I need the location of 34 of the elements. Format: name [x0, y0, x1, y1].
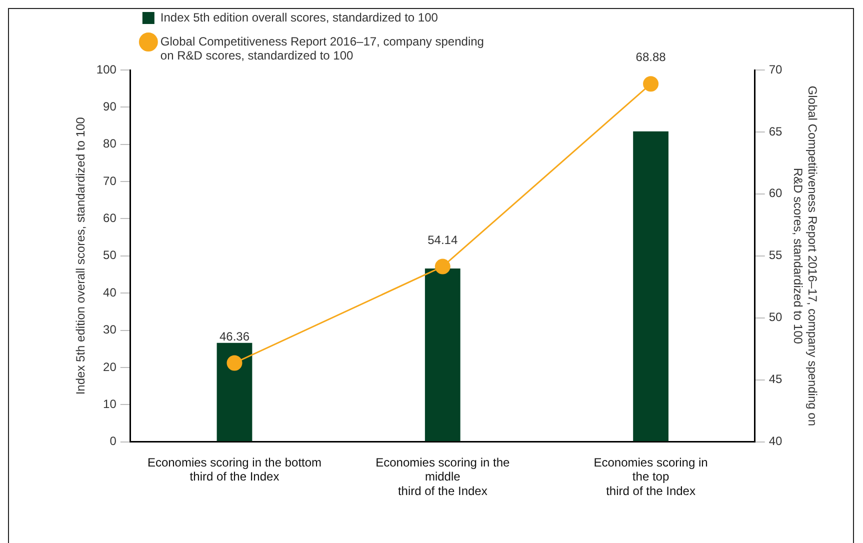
y2-tick-label: 65 [768, 124, 783, 138]
data-label: 46.36 [219, 329, 250, 344]
y2-axis-title: Global Competitiveness Report 2016–17, company spending on R&D scores, standardized to 100 [791, 86, 820, 426]
bar [633, 131, 668, 442]
y-tick-label: 40 [103, 285, 117, 300]
y-tick-label: 60 [103, 211, 117, 226]
bar [216, 342, 252, 442]
y-tick-label: 70 [103, 174, 117, 188]
legend-label: Index 5th edition overall scores, standardized to 100 [160, 10, 438, 24]
y-tick-label: 30 [103, 322, 117, 337]
y-tick-label: 0 [110, 434, 117, 448]
y-tick-label: 100 [96, 62, 117, 76]
y-axis-title: Index 5th edition overall scores, standardized to 100 [74, 116, 88, 395]
y2-tick-label: 70 [768, 62, 783, 76]
x-tick-label: Economies scoring in the bottom third of the Index [147, 455, 322, 484]
point [226, 355, 242, 371]
y2-tick-label: 40 [768, 434, 783, 448]
y-tick-label: 80 [103, 136, 117, 151]
point [643, 76, 659, 92]
x-tick-label: Economies scoring in the middle third of the Index [376, 455, 510, 498]
y2-tick-label: 45 [768, 372, 783, 386]
y-tick-label: 50 [103, 248, 117, 262]
y2-tick-label: 50 [768, 310, 783, 324]
y-tick-label: 90 [103, 99, 117, 114]
legend-label: Global Competitiveness Report 2016–17, company spending on R&D scores, standardized to 100 [160, 34, 484, 63]
point [434, 258, 450, 274]
x-tick-label: Economies scoring in the top third of the Index [594, 455, 708, 498]
y-tick-label: 10 [103, 396, 117, 411]
y2-tick-label: 55 [768, 248, 783, 262]
data-label: 68.88 [636, 50, 666, 64]
y-tick-label: 20 [103, 360, 117, 374]
bar [424, 268, 460, 442]
y2-tick-label: 60 [768, 186, 783, 200]
data-label: 54.14 [428, 232, 458, 247]
